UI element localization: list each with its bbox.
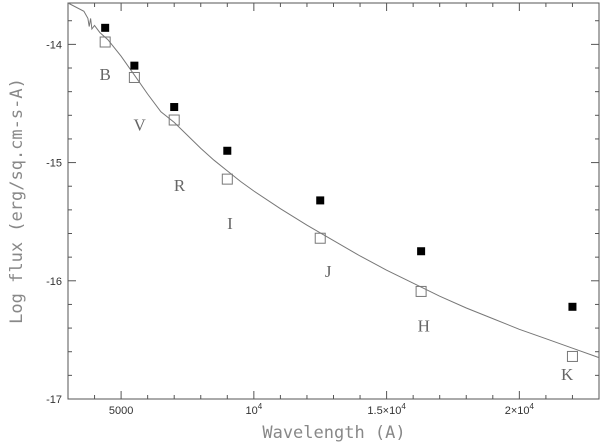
band-label: H	[418, 317, 430, 336]
x-tick-label: 5000	[109, 405, 133, 417]
band-label: I	[227, 214, 233, 233]
plot-frame	[67, 2, 600, 400]
x-tick-label: 2×104	[505, 402, 535, 417]
model-point	[415, 285, 427, 297]
observed-point	[316, 196, 325, 205]
model-point	[168, 114, 180, 126]
band-label: V	[134, 116, 147, 135]
model-points	[99, 36, 578, 362]
observed-point	[101, 23, 110, 32]
model-point	[314, 232, 326, 244]
axis-ticks	[67, 3, 600, 400]
band-label: J	[325, 262, 332, 281]
observed-point	[170, 103, 179, 112]
band-label: R	[174, 176, 186, 195]
model-curve	[67, 2, 600, 359]
tick-labels: 5000 104 1.5×104 2×104 -14 -15 -16 -17	[46, 39, 534, 417]
band-labels: B V R I J H K	[99, 65, 574, 384]
model-point	[221, 173, 233, 185]
y-axis-title: Log flux (erg/sq.cm-s-A)	[7, 78, 27, 324]
x-tick-label: 104	[245, 402, 262, 417]
x-tick-label: 1.5×104	[367, 402, 406, 417]
band-label: B	[99, 65, 110, 84]
band-label: K	[561, 365, 574, 384]
observed-point	[568, 302, 577, 311]
y-tick-label: -16	[46, 276, 62, 288]
model-point	[128, 71, 140, 83]
model-point	[566, 350, 578, 362]
observed-points	[101, 23, 577, 311]
y-tick-label: -17	[46, 394, 62, 406]
observed-point	[417, 247, 426, 256]
model-point	[99, 36, 111, 48]
observed-point	[223, 146, 232, 155]
y-tick-label: -15	[46, 158, 62, 170]
y-tick-label: -14	[46, 39, 62, 51]
x-axis-title: Wavelength (A)	[262, 423, 405, 443]
observed-point	[130, 61, 139, 70]
